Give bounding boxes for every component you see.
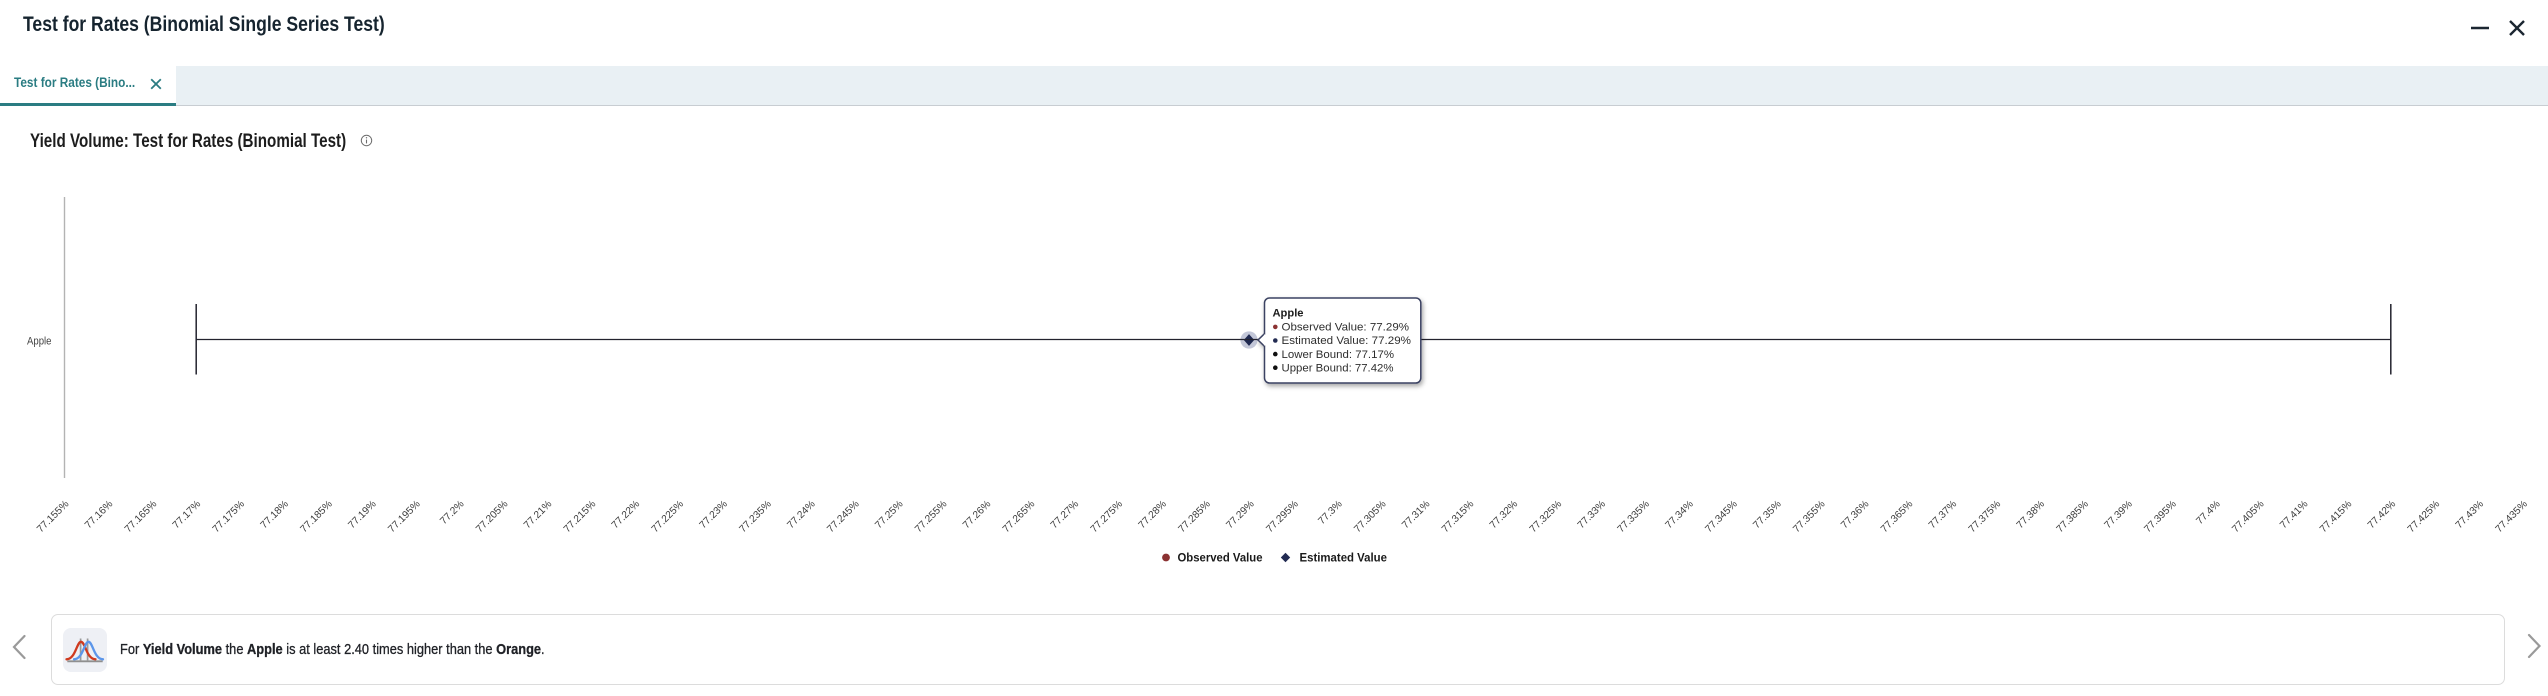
- svg-text:77.275%: 77.275%: [1089, 499, 1125, 535]
- svg-text:77.32%: 77.32%: [1488, 499, 1520, 531]
- svg-text:77.18%: 77.18%: [259, 499, 291, 531]
- svg-text:77.315%: 77.315%: [1440, 499, 1476, 535]
- svg-text:Estimated Value: 77.29%: Estimated Value: 77.29%: [1282, 335, 1412, 347]
- svg-text:77.255%: 77.255%: [913, 499, 949, 535]
- svg-text:77.19%: 77.19%: [347, 499, 379, 531]
- svg-text:77.39%: 77.39%: [2103, 499, 2135, 531]
- svg-text:77.425%: 77.425%: [2406, 499, 2442, 535]
- svg-text:Upper Bound: 77.42%: Upper Bound: 77.42%: [1282, 362, 1394, 374]
- svg-text:77.17%: 77.17%: [171, 499, 203, 531]
- svg-text:77.155%: 77.155%: [35, 499, 71, 535]
- svg-text:77.33%: 77.33%: [1576, 499, 1608, 531]
- svg-text:77.165%: 77.165%: [123, 499, 159, 535]
- svg-text:Observed Value: 77.29%: Observed Value: 77.29%: [1282, 322, 1410, 334]
- svg-text:77.395%: 77.395%: [2143, 499, 2179, 535]
- svg-text:77.175%: 77.175%: [211, 499, 247, 535]
- svg-text:Apple: Apple: [27, 336, 52, 348]
- svg-text:77.295%: 77.295%: [1265, 499, 1301, 535]
- svg-text:77.325%: 77.325%: [1528, 499, 1564, 535]
- svg-text:77.25%: 77.25%: [873, 499, 905, 531]
- svg-text:77.37%: 77.37%: [1927, 499, 1959, 531]
- svg-text:77.22%: 77.22%: [610, 499, 642, 531]
- svg-text:77.265%: 77.265%: [1001, 499, 1037, 535]
- svg-text:77.435%: 77.435%: [2494, 499, 2530, 535]
- svg-text:77.34%: 77.34%: [1664, 499, 1696, 531]
- svg-text:77.245%: 77.245%: [825, 499, 861, 535]
- svg-text:77.31%: 77.31%: [1400, 499, 1432, 531]
- svg-text:77.195%: 77.195%: [386, 499, 422, 535]
- svg-text:77.35%: 77.35%: [1751, 499, 1783, 531]
- svg-text:77.365%: 77.365%: [1879, 499, 1915, 535]
- svg-text:77.305%: 77.305%: [1352, 499, 1388, 535]
- svg-text:77.27%: 77.27%: [1049, 499, 1081, 531]
- svg-text:77.38%: 77.38%: [2015, 499, 2047, 531]
- svg-text:77.215%: 77.215%: [562, 499, 598, 535]
- svg-text:77.28%: 77.28%: [1137, 499, 1169, 531]
- svg-text:77.225%: 77.225%: [650, 499, 686, 535]
- svg-text:77.3%: 77.3%: [1316, 499, 1344, 527]
- svg-text:77.375%: 77.375%: [1967, 499, 2003, 535]
- svg-text:77.41%: 77.41%: [2278, 499, 2310, 531]
- svg-text:Apple: Apple: [1273, 308, 1304, 320]
- svg-text:77.24%: 77.24%: [786, 499, 818, 531]
- svg-text:77.405%: 77.405%: [2230, 499, 2266, 535]
- svg-text:77.205%: 77.205%: [474, 499, 510, 535]
- svg-text:Observed Value: Observed Value: [1178, 553, 1263, 565]
- svg-text:77.235%: 77.235%: [738, 499, 774, 535]
- svg-text:77.345%: 77.345%: [1704, 499, 1740, 535]
- svg-text:77.21%: 77.21%: [522, 499, 554, 531]
- svg-text:77.285%: 77.285%: [1177, 499, 1213, 535]
- svg-text:77.2%: 77.2%: [438, 499, 466, 527]
- svg-text:Estimated Value: Estimated Value: [1300, 553, 1388, 565]
- svg-text:77.42%: 77.42%: [2366, 499, 2398, 531]
- svg-text:77.335%: 77.335%: [1616, 499, 1652, 535]
- svg-text:77.415%: 77.415%: [2318, 499, 2354, 535]
- svg-text:77.4%: 77.4%: [2194, 499, 2222, 527]
- svg-text:77.355%: 77.355%: [1791, 499, 1827, 535]
- svg-text:77.26%: 77.26%: [961, 499, 993, 531]
- svg-text:77.29%: 77.29%: [1225, 499, 1257, 531]
- svg-text:77.36%: 77.36%: [1839, 499, 1871, 531]
- svg-text:77.43%: 77.43%: [2454, 499, 2486, 531]
- svg-text:77.385%: 77.385%: [2055, 499, 2091, 535]
- svg-text:77.23%: 77.23%: [698, 499, 730, 531]
- svg-text:77.16%: 77.16%: [83, 499, 115, 531]
- svg-text:Lower Bound: 77.17%: Lower Bound: 77.17%: [1282, 349, 1395, 361]
- svg-text:77.185%: 77.185%: [299, 499, 335, 535]
